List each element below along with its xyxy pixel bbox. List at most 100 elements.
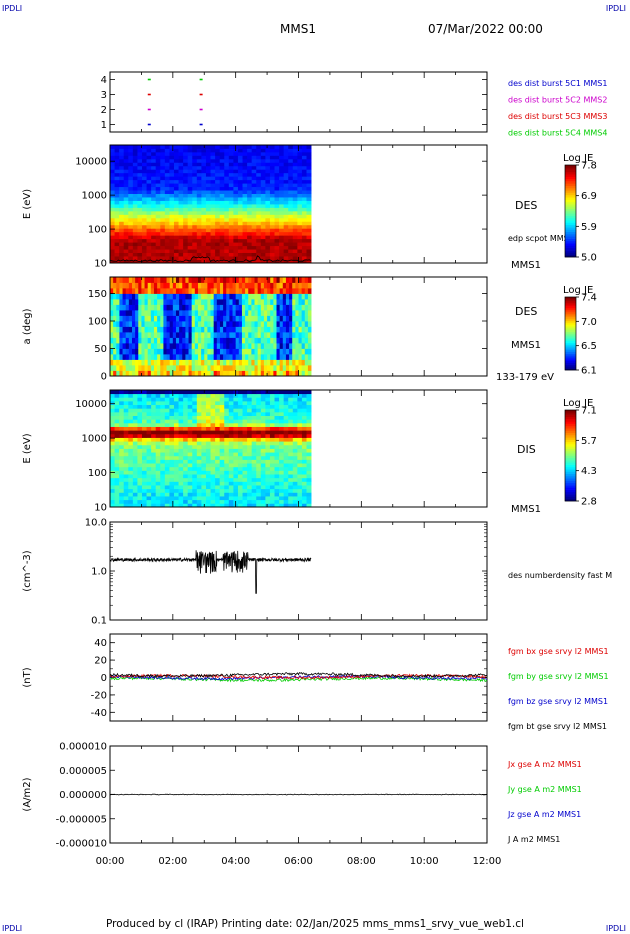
des-energy-cell [297, 207, 303, 212]
dis-energy-cell [292, 437, 298, 442]
des-energy-cell [215, 204, 221, 208]
dis-energy-cell [228, 499, 234, 504]
des-energy-cell [146, 217, 152, 222]
des-energy-cell [215, 214, 221, 219]
des-energy-cell [265, 200, 271, 205]
des-energy-cell [228, 259, 234, 264]
dis-energy-cell [123, 430, 129, 435]
des-energy-cell [215, 252, 221, 257]
des-energy-cell [205, 235, 211, 240]
des-pitch-cell [260, 365, 265, 371]
des-pitch-cell [251, 332, 255, 338]
dis-energy-cell [306, 404, 312, 409]
des-pitch-cell [276, 282, 281, 289]
des-pitch-cell [163, 299, 167, 305]
des-energy-cell [146, 148, 152, 153]
des-pitch-cell [245, 282, 249, 289]
dis-energy-cell [137, 441, 143, 446]
dis-energy-cell [137, 404, 143, 409]
des-pitch-cell [282, 326, 287, 333]
dis-energy-cell [228, 481, 234, 486]
des-pitch-cell [223, 282, 227, 289]
dis-energy-cell [237, 422, 243, 427]
des-pitch-cell [210, 332, 215, 338]
des-energy-cell [110, 179, 115, 184]
des-energy-cell [192, 151, 198, 156]
des-pitch-cell [307, 348, 312, 355]
dis-energy-cell [269, 470, 275, 475]
dis-energy-cell [242, 488, 248, 493]
dis-energy-cell [292, 400, 298, 406]
des-energy-cell [137, 235, 143, 240]
dis-energy-cell [178, 419, 184, 424]
dis-energy-cell [215, 499, 221, 504]
dis-energy-cell [247, 477, 253, 482]
des-energy-cell [187, 228, 193, 233]
des-energy-cell [201, 190, 207, 194]
des-pitch-cell [251, 343, 255, 349]
des-pitch-cell [113, 365, 117, 371]
dis-energy-cell [183, 492, 189, 497]
dis-energy-cell [178, 433, 184, 438]
dis-energy-cell [219, 492, 225, 497]
des-energy-cell [274, 169, 280, 174]
legend-current-2: Jy gse A m2 MMS1 [507, 785, 582, 794]
dis-energy-cell [196, 459, 202, 464]
des-energy-cell [187, 217, 193, 222]
des-pitch-cell [295, 299, 299, 305]
des-energy-cell [224, 176, 230, 181]
des-energy-cell [141, 176, 147, 181]
colorbar-dis-energy-tick-label: 2.8 [581, 497, 597, 508]
des-energy-cell [283, 242, 289, 247]
dis-energy-cell [128, 415, 134, 420]
dis-energy-cell [164, 448, 170, 453]
des-pitch-cell [248, 310, 252, 316]
dis-energy-cell [288, 393, 294, 398]
dis-energy-cell [155, 463, 161, 468]
des-pitch-cell [110, 315, 114, 322]
dis-energy-cell [196, 499, 202, 504]
dis-energy-cell [178, 496, 184, 501]
dis-energy-cell [173, 430, 179, 435]
des-pitch-cell [169, 365, 174, 371]
dis-energy-cell [224, 408, 230, 413]
des-pitch-cell [116, 348, 120, 355]
dis-energy-cell [141, 419, 147, 424]
des-pitch-cell [160, 326, 164, 333]
colorbar-des-pitch-swatch [565, 329, 576, 332]
des-pitch-cell [219, 332, 224, 338]
des-pitch-cell [131, 359, 136, 366]
dis-energy-cell [196, 488, 202, 493]
des-energy-cell [224, 155, 230, 160]
des-energy-cell [297, 204, 303, 208]
des-pitch-cell [113, 315, 117, 322]
dis-energy-cell [119, 488, 125, 493]
des-pitch-cell [235, 326, 240, 333]
dis-energy-cell [242, 448, 248, 453]
dis-energy-cell [110, 419, 115, 424]
dis-energy-cell [173, 455, 179, 460]
des-pitch-cell [172, 359, 177, 366]
dis-energy-cell [151, 466, 157, 471]
dis-energy-cell [164, 503, 170, 508]
dis-energy-cell [242, 455, 248, 460]
des-energy-cell [247, 148, 253, 153]
des-energy-cell [228, 252, 234, 257]
des-pitch-cell [166, 348, 171, 355]
des-pitch-cell [289, 299, 293, 305]
des-pitch-cell [245, 321, 249, 327]
des-pitch-cell [289, 277, 293, 283]
des-energy-cell [114, 165, 120, 170]
dis-energy-cell [132, 485, 138, 490]
dis-energy-cell [215, 481, 221, 486]
des-energy-cell [251, 165, 257, 170]
dis-energy-cell [201, 430, 207, 435]
dis-energy-cell [183, 444, 189, 449]
dis-energy-cell [173, 477, 179, 482]
des-energy-cell [173, 193, 179, 198]
des-energy-cell [151, 249, 157, 253]
dis-energy-cell [173, 496, 179, 501]
dis-energy-cell [119, 390, 125, 395]
dis-energy-cell [251, 459, 257, 464]
des-pitch-cell [188, 299, 193, 305]
